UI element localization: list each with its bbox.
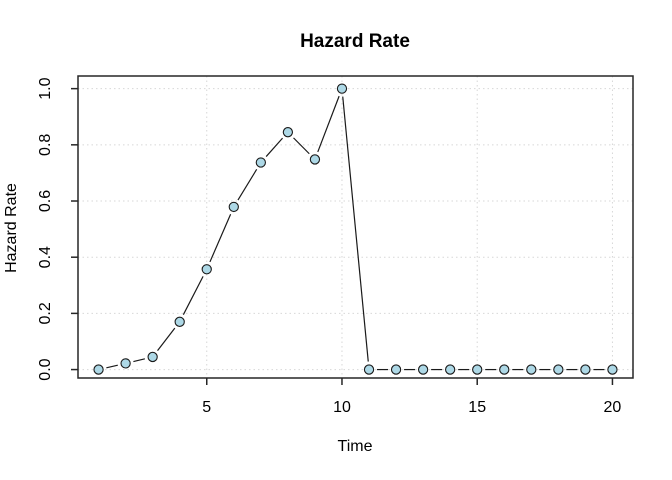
x-tick-label: 5 — [202, 399, 211, 416]
data-point — [445, 364, 456, 375]
data-point — [201, 264, 212, 275]
data-point — [282, 127, 294, 138]
y-tick-label: 0.6 — [37, 190, 54, 212]
data-point — [309, 154, 321, 165]
series-segment — [265, 137, 284, 157]
data-point — [390, 364, 402, 375]
series-segment — [342, 96, 369, 362]
data-series — [93, 83, 618, 375]
data-point — [336, 83, 348, 94]
axis-tick-labels: 5 10 15 20 0.0 0.2 0.4 0.6 0.8 1.0 — [37, 77, 621, 416]
series-segment — [209, 214, 232, 263]
series-segment — [106, 364, 118, 369]
data-point — [93, 364, 104, 375]
chart-title: Hazard Rate — [300, 31, 410, 52]
series-segment — [293, 137, 310, 155]
x-tick-label: 15 — [468, 399, 486, 416]
data-point — [580, 364, 591, 375]
x-tick-label: 10 — [333, 399, 351, 416]
plot-border — [77, 75, 634, 379]
series-segment — [157, 327, 176, 351]
y-tick-label: 0.4 — [37, 246, 54, 268]
series-segment — [133, 358, 146, 363]
series-segment — [317, 95, 340, 153]
gridlines — [78, 76, 633, 378]
x-axis-label: Time — [338, 438, 373, 455]
data-point — [363, 364, 375, 375]
y-axis-label: Hazard Rate — [3, 183, 20, 273]
data-point — [120, 358, 131, 369]
data-point — [147, 351, 158, 363]
data-point — [553, 364, 564, 375]
y-tick-label: 1.0 — [37, 77, 54, 99]
data-point — [228, 201, 239, 213]
y-tick-label: 0.0 — [37, 358, 54, 380]
data-point — [417, 364, 429, 375]
data-point — [499, 364, 510, 375]
series-segment — [182, 276, 204, 315]
data-point — [472, 364, 483, 375]
axis-ticks — [71, 87, 614, 385]
series-segment — [237, 169, 258, 201]
y-tick-label: 0.2 — [37, 302, 54, 324]
data-point — [607, 364, 618, 375]
y-tick-label: 0.8 — [37, 134, 54, 156]
data-point — [526, 364, 537, 375]
x-tick-label: 20 — [604, 399, 622, 416]
data-point — [174, 316, 185, 327]
data-point — [255, 157, 266, 168]
